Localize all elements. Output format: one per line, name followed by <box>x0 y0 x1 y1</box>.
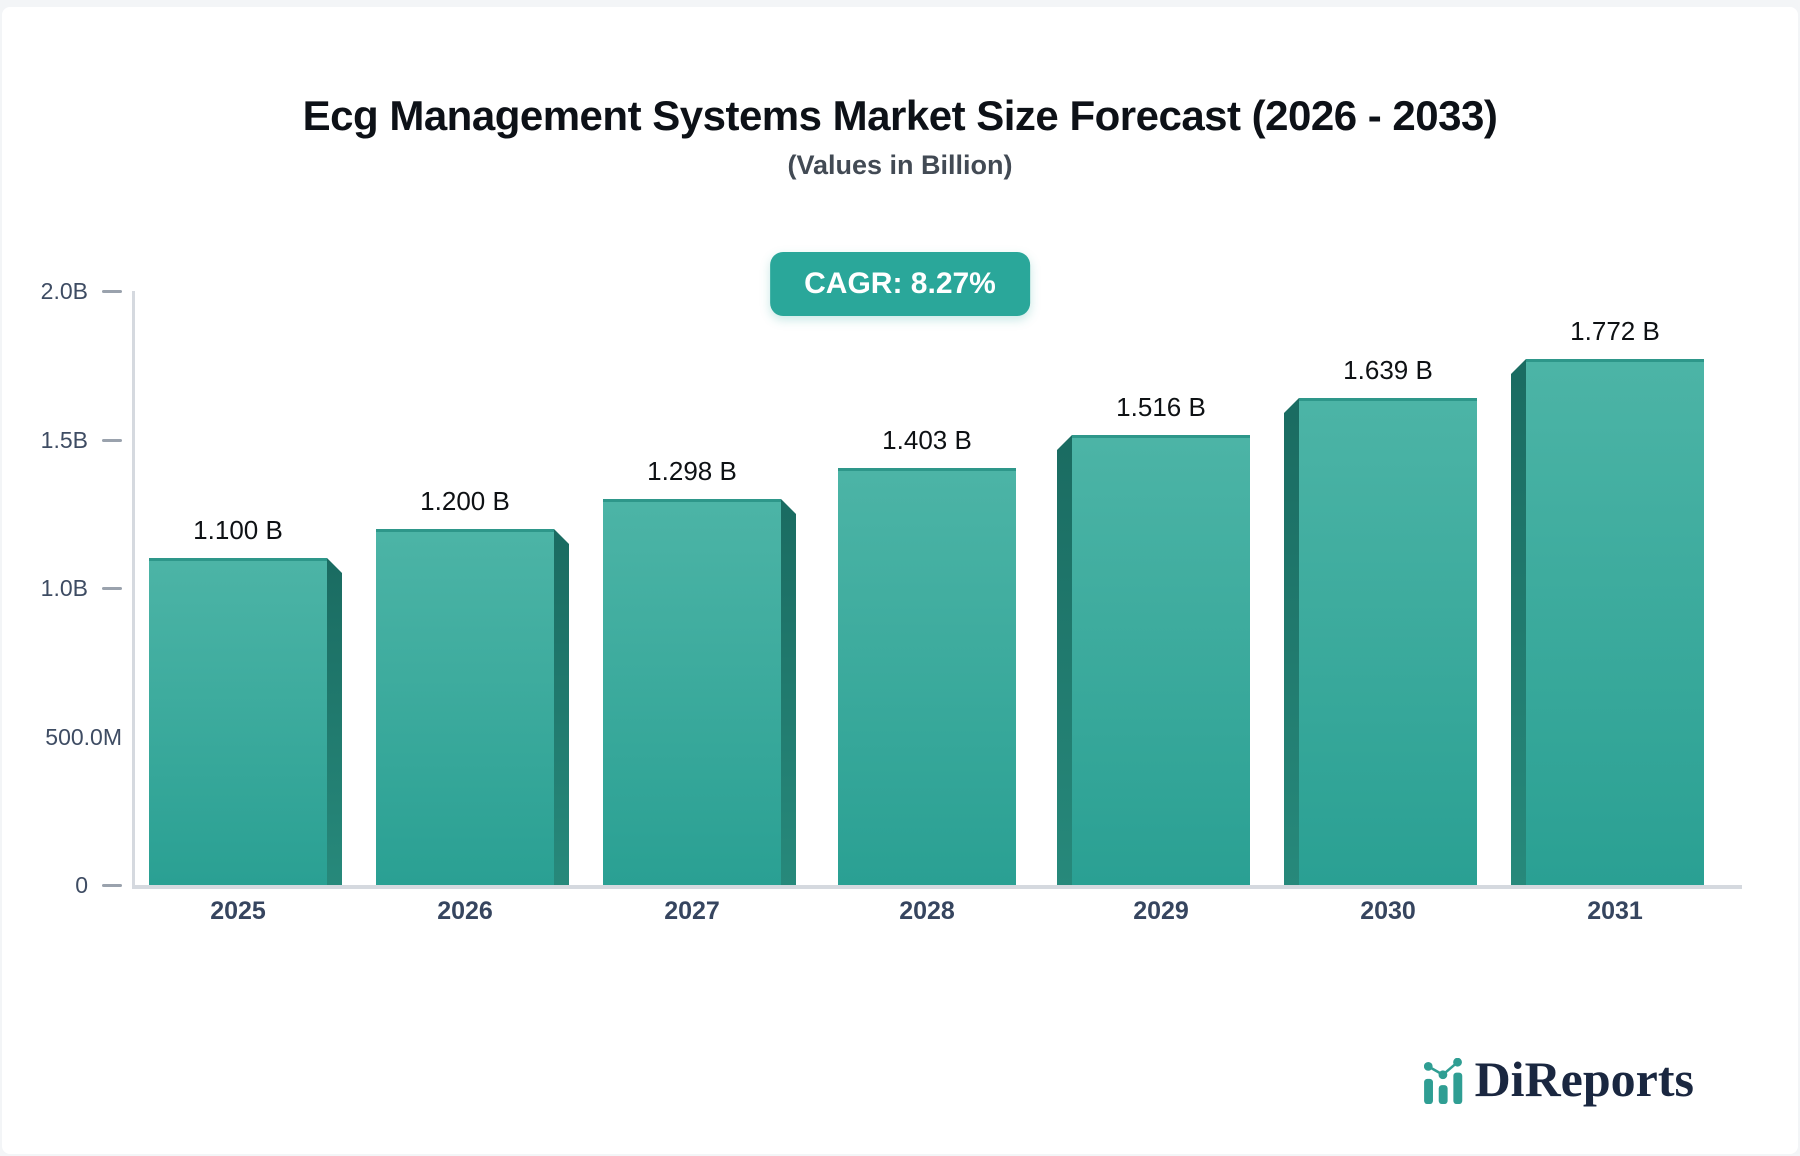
y-tick: 2.0B <box>0 276 122 306</box>
chart-subtitle: (Values in Billion) <box>787 150 1013 180</box>
bar-value-label: 1.200 B <box>420 486 510 516</box>
bar-face <box>1526 359 1704 885</box>
y-tick-mark <box>102 289 122 293</box>
bar-face <box>1072 435 1250 885</box>
bar-face <box>149 558 327 885</box>
bar-side-shade <box>1057 435 1072 885</box>
x-axis-label: 2025 <box>210 897 266 925</box>
bar-side-shade <box>554 529 569 885</box>
x-axis-label: 2030 <box>1360 897 1416 925</box>
y-axis-line <box>132 291 135 885</box>
bar-3d <box>603 499 796 885</box>
x-axis-label: 2027 <box>664 897 720 925</box>
y-tick-mark <box>102 883 122 887</box>
bar-3d <box>1284 398 1477 885</box>
y-tick: 1.0B <box>0 573 122 603</box>
y-tick-label: 1.0B <box>40 574 88 601</box>
bar-chart-trend-icon <box>1423 1058 1462 1104</box>
bar-face <box>838 468 1016 885</box>
bar-3d <box>1057 435 1250 885</box>
bar-side-shade <box>781 499 796 885</box>
bar-face <box>376 529 554 885</box>
bar-slot: 1.516 B 2029 <box>1040 291 1267 925</box>
bar-value-label: 1.516 B <box>1116 392 1206 422</box>
y-tick-label: 2.0B <box>40 277 88 304</box>
bar-slot: 1.403 B 2028 <box>813 291 1040 925</box>
page-title: Ecg Management Systems Market Size Forec… <box>302 92 1498 139</box>
bar-side-shade <box>1284 398 1299 885</box>
bar-face <box>1299 398 1477 885</box>
direports-logo: DiReports <box>1423 1051 1694 1107</box>
bar-value-label: 1.772 B <box>1570 316 1660 346</box>
bar-face <box>603 499 781 885</box>
y-axis: 2.0B 1.5B 1.0B 500.0M 0 <box>0 278 122 898</box>
y-tick-mark <box>102 586 122 590</box>
bar-slot: 1.100 B 2025 <box>132 291 359 925</box>
y-tick-label: 1.5B <box>40 426 88 453</box>
bar-slot: 1.298 B 2027 <box>586 291 813 925</box>
bar-side-shade <box>327 558 342 885</box>
logo-text: DiReports <box>1474 1051 1694 1107</box>
bar-side-shade <box>1511 359 1526 885</box>
bar-3d <box>376 529 569 885</box>
x-axis-label: 2029 <box>1133 897 1189 925</box>
bar-3d <box>1511 359 1704 885</box>
bars-container: 1.100 B 2025 1.200 B 2026 1.298 B 2027 1.403 B… <box>132 291 1721 925</box>
y-tick-label: 0 <box>75 871 88 898</box>
bar-value-label: 1.639 B <box>1343 355 1433 385</box>
cagr-badge: CAGR: 8.27% <box>770 252 1030 316</box>
bar-value-label: 1.100 B <box>193 515 283 545</box>
y-tick: 0 <box>0 870 122 900</box>
bar-slot: 1.772 B 2031 <box>1494 291 1721 925</box>
y-tick: 500.0M <box>0 722 122 752</box>
bar-value-label: 1.403 B <box>882 425 972 455</box>
y-tick: 1.5B <box>0 425 122 455</box>
bar-slot: 1.639 B 2030 <box>1267 291 1494 925</box>
x-axis-label: 2031 <box>1587 897 1643 925</box>
bar-slot: 1.200 B 2026 <box>359 291 586 925</box>
x-axis-line <box>132 885 1742 889</box>
x-axis-label: 2026 <box>437 897 493 925</box>
bar-3d <box>838 468 1016 885</box>
x-axis-label: 2028 <box>899 897 955 925</box>
bar-value-label: 1.298 B <box>647 456 737 486</box>
y-tick-label: 500.0M <box>45 723 122 750</box>
bar-3d <box>149 558 342 885</box>
y-tick-mark <box>102 438 122 442</box>
